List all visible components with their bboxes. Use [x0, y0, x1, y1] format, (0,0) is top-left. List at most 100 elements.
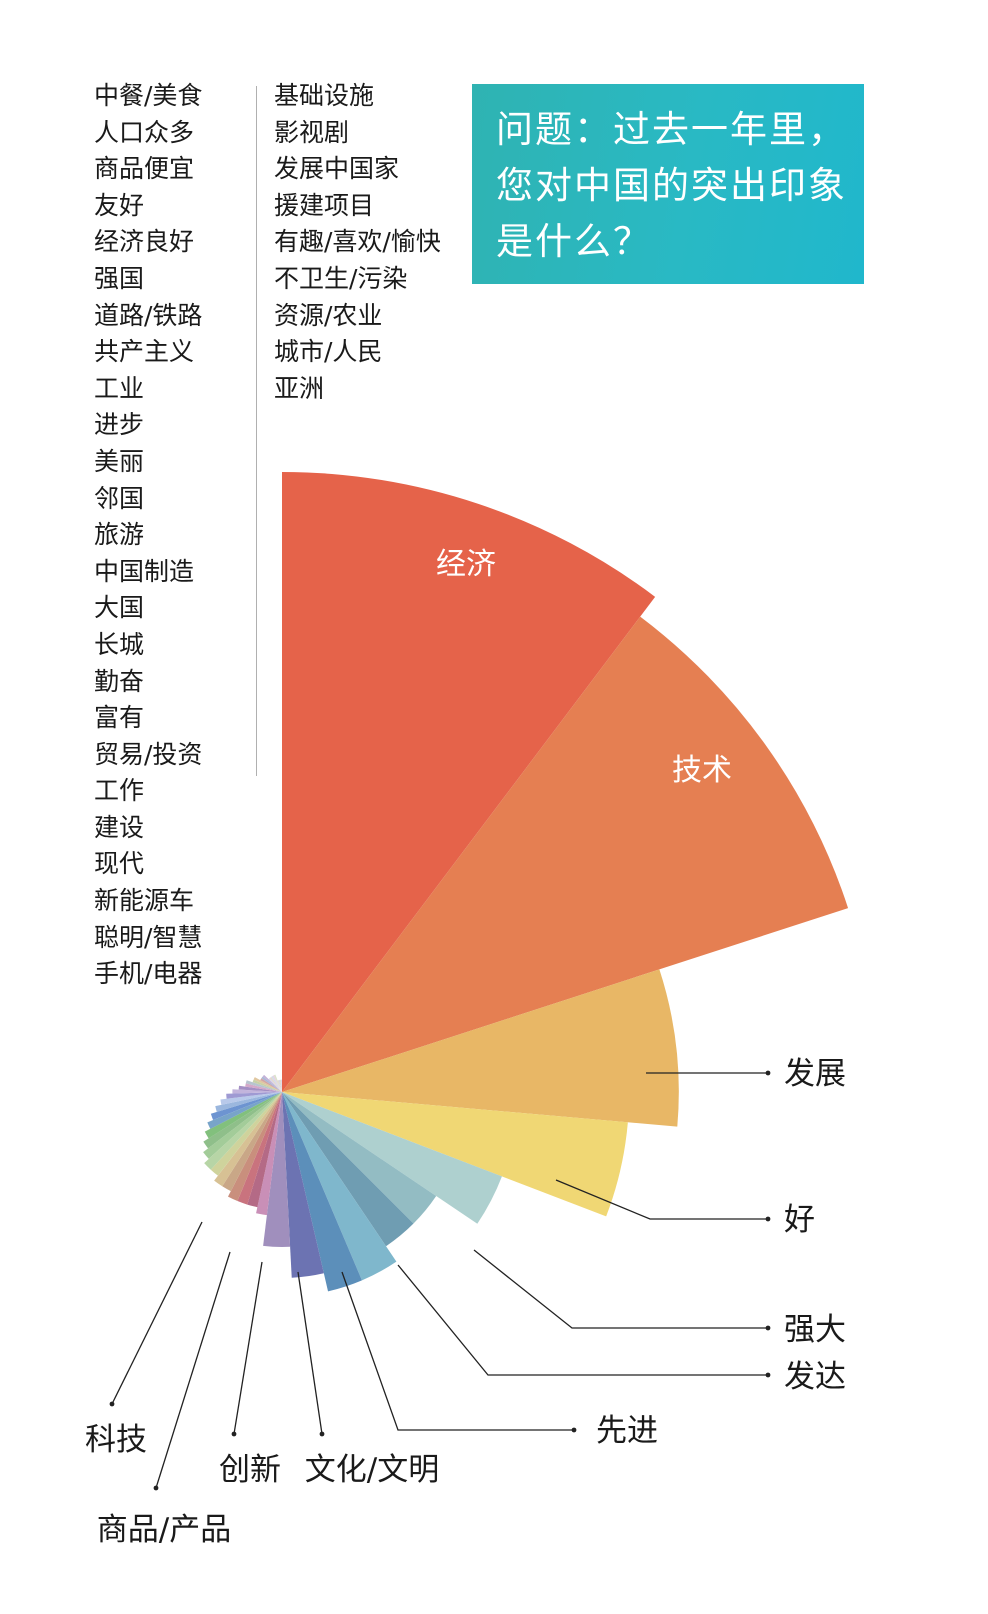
slice-6: [282, 1092, 414, 1247]
category-item: 贸易/投资: [94, 739, 203, 769]
category-item: 友好: [94, 190, 145, 220]
leader-line: [473, 1249, 768, 1329]
category-item: 不卫生/污染: [274, 263, 408, 293]
callout-label: 强大: [784, 1312, 846, 1348]
category-item: 商品便宜: [94, 154, 195, 184]
slice-18: [204, 1092, 282, 1170]
slice-1: [282, 616, 849, 1092]
slice-20: [203, 1092, 282, 1149]
slice-29: [245, 1083, 282, 1092]
slice-3: [282, 1092, 628, 1217]
leader-line: [233, 1261, 263, 1435]
category-item: 聪明/智慧: [94, 922, 203, 952]
slice-44: [280, 1079, 282, 1092]
slice-43: [279, 1079, 282, 1092]
callout-label: 发展: [784, 1056, 846, 1092]
slice-31: [252, 1079, 282, 1092]
slice-0: [282, 472, 656, 1092]
slice-16: [214, 1092, 282, 1187]
category-item: 共产主义: [94, 337, 195, 367]
slice-24: [215, 1092, 282, 1112]
category-item: 富有: [94, 703, 145, 733]
slice-34: [261, 1076, 282, 1092]
slice-4: [282, 1092, 502, 1224]
category-item: 新能源车: [94, 886, 195, 916]
callout-label: 商品/产品: [97, 1512, 231, 1548]
slice-42: [278, 1079, 282, 1092]
slice-25: [220, 1092, 282, 1105]
slice-5: [282, 1092, 437, 1224]
slice-21: [204, 1092, 282, 1139]
slice-40: [273, 1074, 282, 1092]
leader-dot: [765, 1372, 771, 1378]
slice-32: [253, 1077, 282, 1092]
callout-leaders: [109, 1070, 771, 1491]
slice-2: [282, 969, 679, 1127]
category-item: 长城: [94, 629, 145, 659]
slice-35: [262, 1074, 282, 1092]
callout-label: 文化/文明: [305, 1452, 439, 1488]
category-item: 道路/铁路: [94, 300, 203, 330]
column-divider: [256, 86, 257, 776]
category-item: 手机/电器: [94, 959, 203, 989]
callout-label: 先进: [596, 1413, 658, 1449]
slice-37: [269, 1076, 282, 1092]
category-item: 资源/农业: [274, 300, 383, 330]
slice-39: [272, 1075, 282, 1092]
slice-30: [245, 1080, 282, 1092]
category-item: 进步: [94, 410, 145, 440]
slice-label-jishu: 技术: [672, 753, 732, 788]
category-item: 工作: [94, 776, 145, 806]
category-item: 影视剧: [274, 117, 350, 147]
category-item: 城市/人民: [274, 337, 383, 367]
slice-38: [271, 1076, 282, 1092]
leader-dot: [153, 1485, 159, 1491]
leader-line: [155, 1251, 231, 1489]
leader-dot: [319, 1431, 325, 1437]
callout-label: 科技: [85, 1422, 147, 1458]
question-title: 问题：过去一年里，您对中国的突出印象是什么？: [496, 108, 847, 263]
leader-dot: [571, 1427, 577, 1433]
slice-19: [203, 1092, 282, 1159]
category-item: 邻国: [94, 483, 145, 513]
category-item: 援建项目: [274, 190, 375, 220]
slice-10: [263, 1092, 291, 1247]
category-item: 中国制造: [94, 556, 195, 586]
category-list-left: 中餐/美食 人口众多 商品便宜 友好 经济良好 强国 道路/铁路 共产主义 工业 进步 美丽 邻国 旅游…: [94, 78, 202, 993]
category-item: 美丽: [94, 446, 145, 476]
slice-22: [207, 1092, 282, 1129]
category-item: 基础设施: [274, 81, 375, 110]
leader-line: [341, 1271, 574, 1431]
category-item: 大国: [94, 593, 145, 623]
slice-12: [247, 1092, 282, 1208]
category-item: 建设: [94, 812, 145, 842]
slice-27: [232, 1089, 282, 1094]
leader-dot: [109, 1401, 115, 1407]
slice-41: [277, 1080, 282, 1092]
leader-line: [397, 1264, 768, 1376]
slice-8: [282, 1092, 362, 1292]
slice-23: [210, 1092, 282, 1121]
slice-33: [260, 1078, 282, 1092]
slice-11: [256, 1092, 282, 1216]
category-item: 中餐/美食: [94, 81, 203, 110]
leader-line: [297, 1271, 323, 1435]
category-item: 亚洲: [274, 373, 325, 403]
slice-26: [226, 1092, 282, 1099]
slice-28: [238, 1085, 282, 1092]
chart-slices: [203, 472, 849, 1292]
callout-label: 发达: [784, 1359, 846, 1395]
category-item: 发展中国家: [274, 154, 400, 184]
category-list-right: 基础设施 影视剧 发展中国家 援建项目 有趣/喜欢/愉快 不卫生/污染 资源/农业 城市/人民…: [274, 78, 441, 407]
slice-15: [222, 1092, 282, 1192]
slice-36: [268, 1077, 282, 1092]
category-item: 现代: [94, 849, 145, 879]
category-item: 工业: [94, 373, 145, 403]
callout-label: 好: [784, 1202, 815, 1238]
slice-17: [210, 1092, 282, 1176]
leader-line: [555, 1179, 768, 1220]
leader-dot: [765, 1216, 771, 1222]
leader-dot: [765, 1325, 771, 1331]
